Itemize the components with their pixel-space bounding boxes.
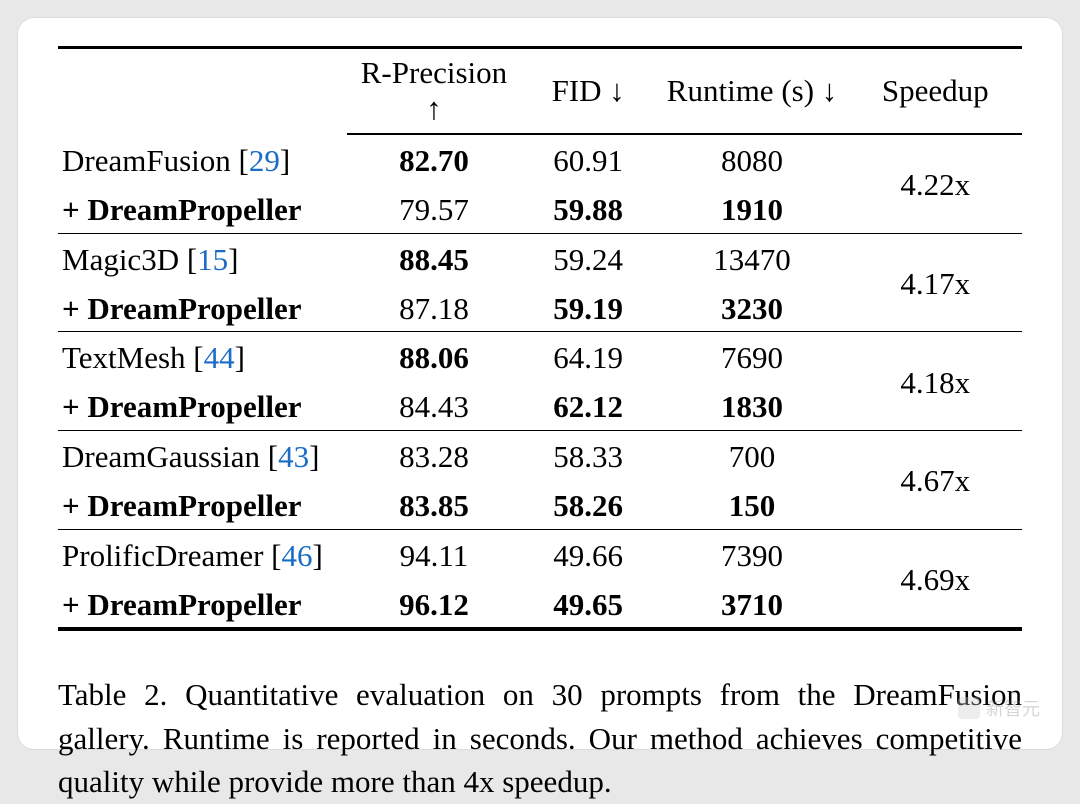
citation-link[interactable]: 46 — [281, 538, 312, 573]
table-caption: Table 2. Quantitative evaluation on 30 p… — [58, 673, 1022, 803]
page-container: R-Precision ↑FID ↓Runtime (s) ↓SpeedupDr… — [18, 18, 1062, 749]
table-header: R-Precision ↑FID ↓Runtime (s) ↓Speedup — [58, 49, 1022, 134]
speedup-cell: 4.18x — [848, 332, 1022, 430]
table-row: TextMesh [44]88.0664.1976904.18x — [58, 332, 1022, 381]
watermark: 新智元 — [958, 695, 1040, 721]
citation-link[interactable]: 43 — [278, 439, 309, 474]
table-row: DreamGaussian [43]83.2858.337004.67x — [58, 431, 1022, 480]
speedup-cell: 4.17x — [848, 234, 1022, 332]
caption-text: Quantitative evaluation on 30 prompts fr… — [58, 677, 1022, 799]
citation-link[interactable]: 29 — [249, 143, 280, 178]
speedup-cell: 4.67x — [848, 431, 1022, 529]
col-speedup: Speedup — [848, 49, 1022, 134]
table-row: ProlificDreamer [46]94.1149.6673904.69x — [58, 530, 1022, 579]
col-fid: FID ↓ — [521, 49, 656, 134]
table-row: DreamFusion [29]82.7060.9180804.22x — [58, 135, 1022, 184]
speedup-cell: 4.22x — [848, 135, 1022, 233]
results-table: R-Precision ↑FID ↓Runtime (s) ↓SpeedupDr… — [58, 46, 1022, 635]
citation-link[interactable]: 15 — [197, 242, 228, 277]
col-runtime: Runtime (s) ↓ — [656, 49, 849, 134]
table-row: Magic3D [15]88.4559.24134704.17x — [58, 234, 1022, 283]
speedup-cell: 4.69x — [848, 530, 1022, 628]
caption-label: Table 2. — [58, 677, 167, 712]
col-rprec: R-Precision ↑ — [347, 49, 521, 134]
citation-link[interactable]: 44 — [204, 340, 235, 375]
watermark-icon — [958, 697, 980, 719]
watermark-text: 新智元 — [986, 695, 1040, 721]
